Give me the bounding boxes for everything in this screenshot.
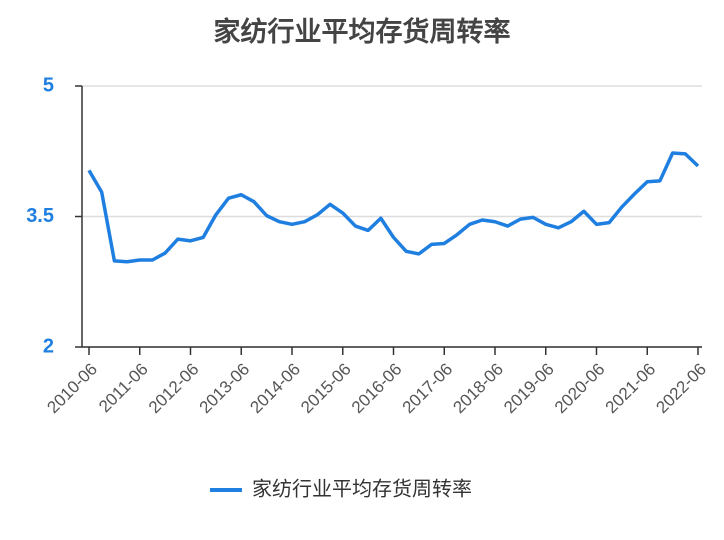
x-tick-label: 2014-06 (246, 360, 304, 418)
x-tick-label: 2017-06 (399, 360, 457, 418)
x-tick-label: 2020-06 (551, 360, 609, 418)
x-tick-label: 2019-06 (500, 360, 558, 418)
y-tick-label: 5 (43, 74, 54, 96)
y-tick-label: 2 (43, 335, 54, 357)
x-tick-label: 2016-06 (348, 360, 406, 418)
x-tick-label: 2012-06 (145, 360, 203, 418)
x-tick-label: 2011-06 (95, 360, 152, 417)
x-tick-label: 2010-06 (43, 360, 101, 418)
y-tick-label: 3.5 (26, 205, 54, 227)
data-line (87, 151, 700, 264)
x-tick-label: 2015-06 (297, 360, 355, 418)
x-tick-label: 2013-06 (196, 360, 254, 418)
x-tick-label: 2022-06 (652, 360, 710, 418)
x-tick-label: 2021-06 (602, 360, 660, 418)
x-tick-label: 2018-06 (449, 360, 507, 418)
chart-title: 家纺行业平均存货周转率 (214, 16, 511, 47)
legend-label: 家纺行业平均存货周转率 (252, 477, 472, 500)
